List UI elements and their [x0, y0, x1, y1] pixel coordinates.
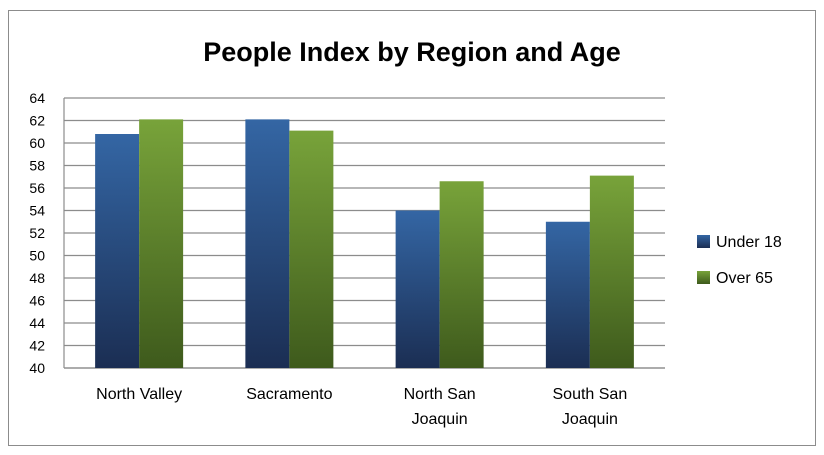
legend-swatch: [697, 271, 710, 284]
x-category-label: North Valley: [96, 386, 182, 403]
bar-over-65: [439, 181, 484, 368]
bar-under-18: [95, 134, 140, 368]
bar-under-18: [395, 210, 440, 368]
bar-under-18: [545, 221, 590, 368]
y-tick-label: 60: [29, 135, 45, 151]
chart-title: People Index by Region and Age: [203, 37, 621, 67]
legend-swatch: [697, 235, 710, 248]
legend-label: Over 65: [716, 270, 773, 287]
x-category-label: Joaquin: [562, 411, 618, 428]
x-category-label: South San: [553, 386, 628, 403]
y-tick-label: 52: [29, 225, 45, 241]
y-tick-label: 44: [29, 315, 45, 331]
bar-over-65: [289, 130, 334, 368]
bar-over-65: [139, 119, 184, 368]
y-tick-label: 50: [29, 248, 45, 264]
y-tick-label: 56: [29, 180, 45, 196]
y-tick-label: 48: [29, 270, 45, 286]
y-axis-ticks: 40 42 44 46 48 50 52 54 56 58 60 62 64: [29, 90, 45, 376]
x-category-label: North San: [404, 386, 476, 403]
y-tick-label: 54: [29, 203, 45, 219]
x-category-label: Joaquin: [412, 411, 468, 428]
y-tick-label: 42: [29, 338, 45, 354]
legend-label: Under 18: [716, 234, 782, 251]
legend: Under 18 Over 65: [697, 234, 782, 287]
bar-under-18: [245, 119, 290, 368]
x-axis-categories: North Valley Sacramento North San Joaquin So…: [96, 386, 627, 428]
bars: [95, 119, 634, 368]
x-category-label: Sacramento: [246, 386, 332, 403]
bar-over-65: [589, 175, 634, 368]
y-tick-label: 64: [29, 90, 45, 106]
y-tick-label: 46: [29, 293, 45, 309]
y-tick-label: 62: [29, 113, 45, 129]
y-tick-label: 40: [29, 360, 45, 376]
y-tick-label: 58: [29, 158, 45, 174]
